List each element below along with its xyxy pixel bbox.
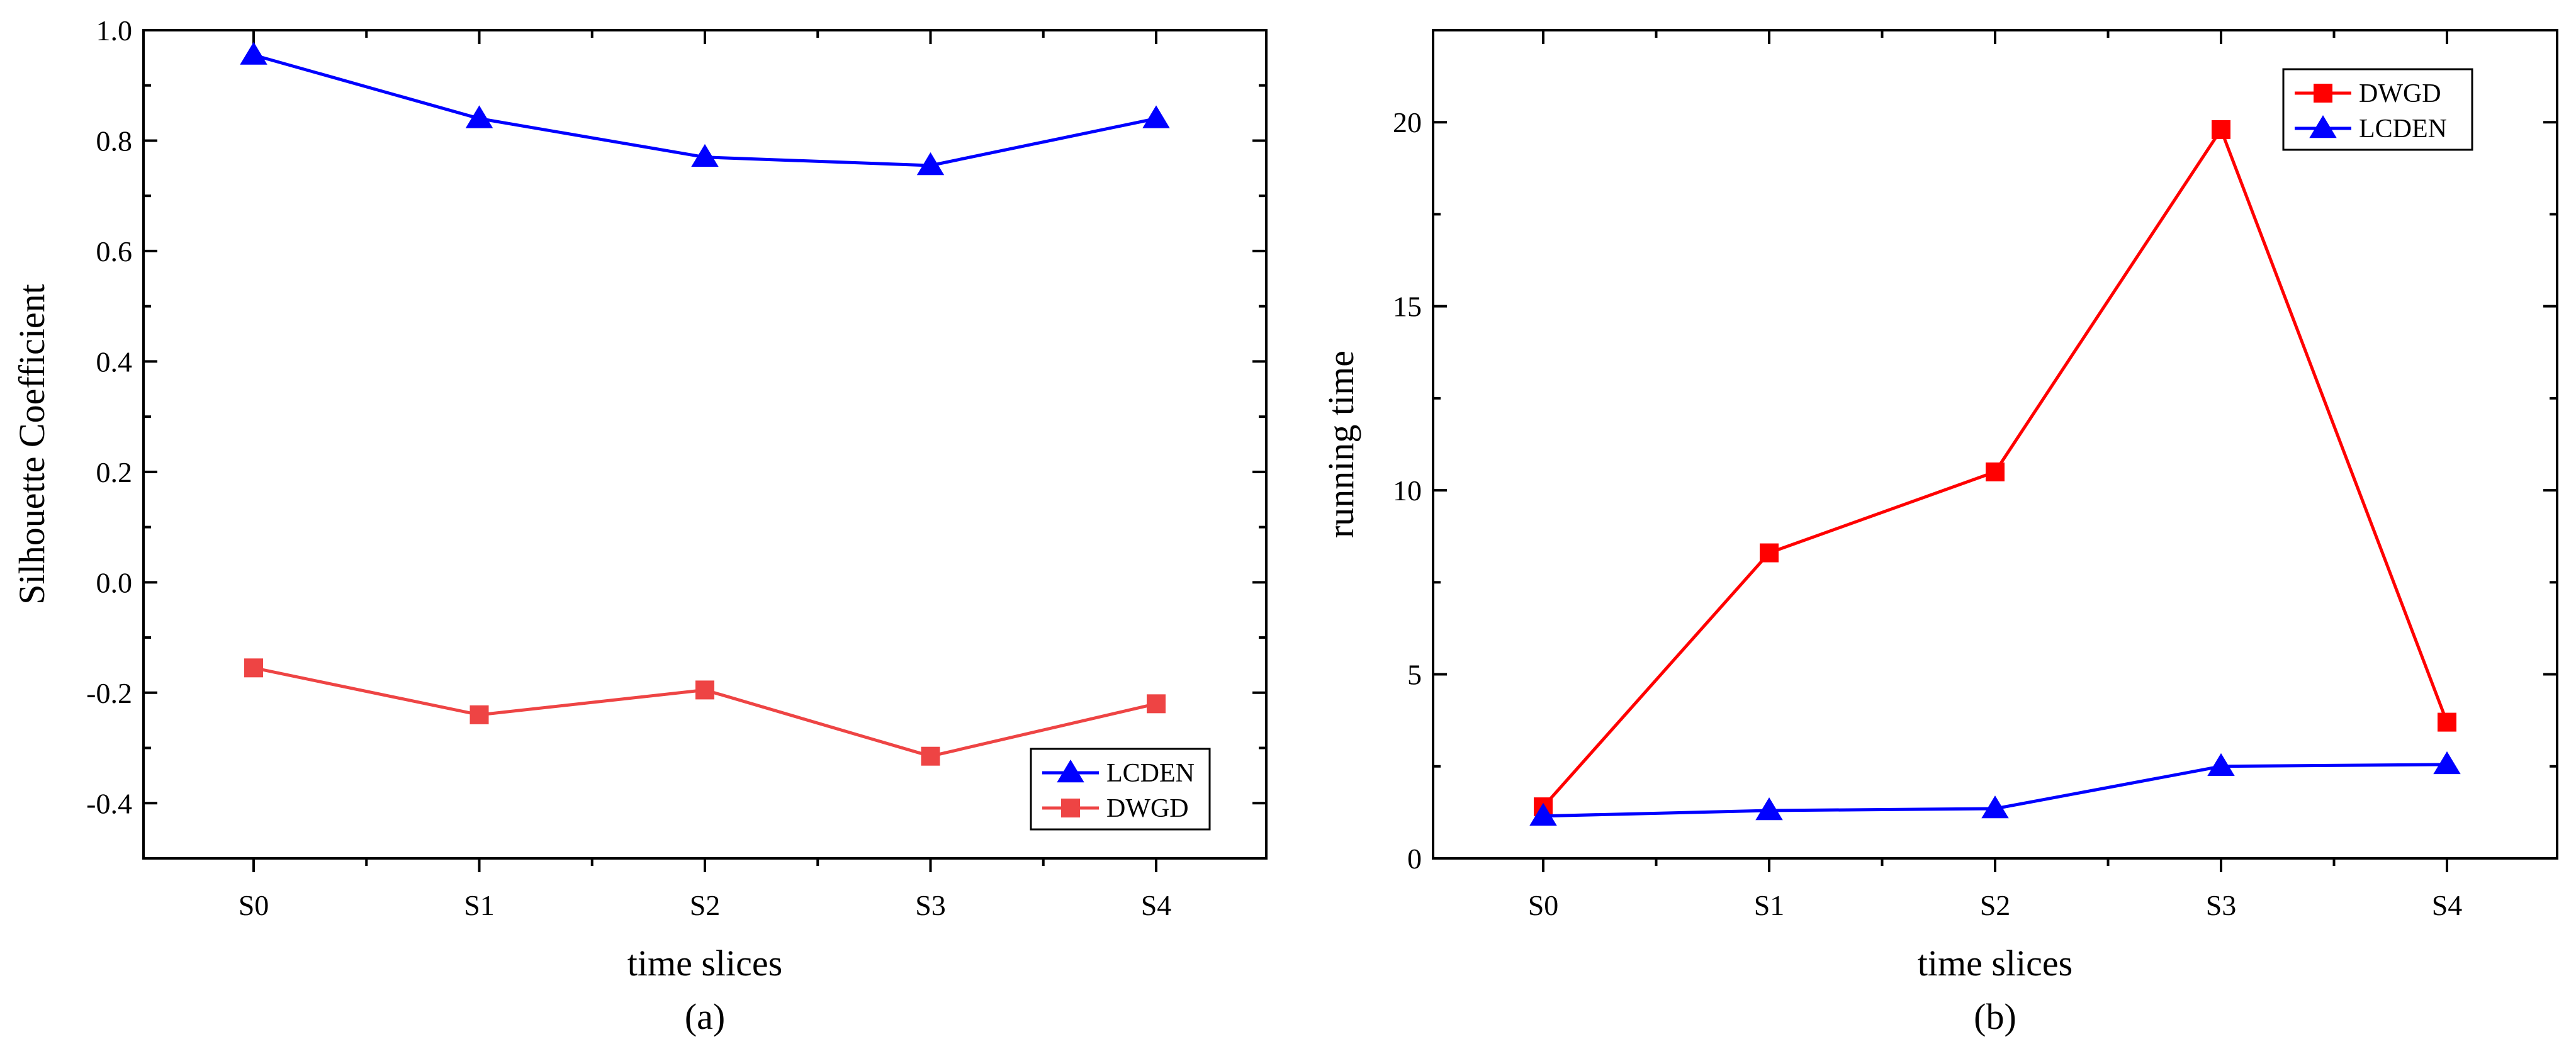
- y-axis-title: running time: [1320, 351, 1361, 538]
- legend-label: LCDEN: [1106, 759, 1195, 788]
- y-tick-label: 20: [1393, 106, 1422, 138]
- y-tick-label: 15: [1393, 291, 1422, 323]
- legend-marker: [2314, 84, 2332, 103]
- y-axis-title: Silhouette Coefficient: [11, 284, 52, 605]
- y-tick-label: 1.0: [96, 14, 133, 47]
- plot-frame: [1432, 29, 2558, 860]
- x-axis-title: time slices: [1918, 943, 2073, 984]
- data-point-lcden-s3: [916, 152, 945, 176]
- y-tick-label: -0.2: [86, 677, 132, 709]
- data-point-lcden-s2: [1981, 795, 2009, 819]
- x-tick-label: S4: [2432, 889, 2463, 921]
- legend: DWGD LCDEN: [2282, 68, 2473, 151]
- x-tick-label: S0: [1528, 889, 1559, 921]
- x-tick-label: S2: [1980, 889, 2011, 921]
- data-point-lcden-s4: [2433, 751, 2461, 775]
- data-point-lcden-s1: [465, 105, 493, 128]
- data-point-dwgd-s3: [2212, 120, 2230, 139]
- legend-label: DWGD: [2359, 79, 2441, 108]
- legend-label: DWGD: [1106, 794, 1189, 823]
- y-tick-label: 0.4: [96, 345, 133, 378]
- data-point-lcden-s3: [2207, 753, 2235, 777]
- series-dwgd: [1534, 120, 2456, 817]
- series-lcden: [240, 42, 1170, 176]
- legend-label: LCDEN: [2359, 115, 2447, 143]
- y-tick-label: 0.2: [96, 456, 133, 488]
- data-point-lcden-s2: [691, 143, 719, 167]
- series-dwgd: [244, 658, 1166, 766]
- data-point-dwgd-s0: [244, 658, 263, 678]
- data-point-lcden-s0: [1529, 802, 1557, 826]
- x-tick-label: S0: [239, 889, 269, 921]
- data-point-dwgd-s4: [1147, 694, 1166, 714]
- x-tick-label: S2: [690, 889, 721, 921]
- data-point-dwgd-s1: [470, 705, 489, 724]
- data-point-dwgd-s1: [1760, 543, 1779, 563]
- y-tick-label: 0: [1407, 843, 1422, 875]
- legend-marker: [2309, 115, 2337, 138]
- x-tick-label: S1: [1754, 889, 1785, 921]
- legend-marker: [1057, 760, 1084, 783]
- x-tick-label: S4: [1141, 889, 1172, 921]
- x-tick-label: S3: [915, 889, 946, 921]
- data-point-lcden-s4: [1142, 105, 1170, 128]
- x-tick-label: S3: [2206, 889, 2237, 921]
- y-tick-label: 0.6: [96, 235, 133, 267]
- data-point-dwgd-s3: [921, 746, 940, 766]
- data-point-dwgd-s2: [695, 680, 714, 700]
- x-tick-label: S1: [464, 889, 495, 921]
- data-point-lcden-s1: [1755, 797, 1783, 821]
- chart-panel-a: -0.4 -0.2 0.0 0.2 0.4 0.6 0.8 1.0 S0 S1 S2 S3 S4 time…: [11, 14, 1268, 1037]
- data-point-dwgd-s4: [2438, 712, 2456, 732]
- x-axis-title: time slices: [627, 943, 782, 984]
- y-tick-label: 0.0: [96, 566, 133, 598]
- panel-label: (a): [685, 996, 725, 1037]
- data-point-dwgd-s2: [1986, 462, 2005, 481]
- y-tick-label: 5: [1407, 659, 1422, 691]
- legend-box: [1030, 748, 1211, 831]
- legend: LCDEN DWGD: [1030, 748, 1211, 831]
- legend-marker: [1061, 799, 1080, 817]
- y-tick-label: 0.8: [96, 125, 133, 157]
- y-tick-label: 10: [1393, 474, 1422, 507]
- panel-label: (b): [1974, 996, 2016, 1037]
- chart-panel-b: 0 5 10 15 20 S0 S1 S2 S3 S4 time slices running tim…: [1320, 29, 2558, 1037]
- series-lcden: [1529, 751, 2461, 826]
- y-tick-label: -0.4: [86, 787, 132, 819]
- data-point-lcden-s0: [240, 42, 267, 65]
